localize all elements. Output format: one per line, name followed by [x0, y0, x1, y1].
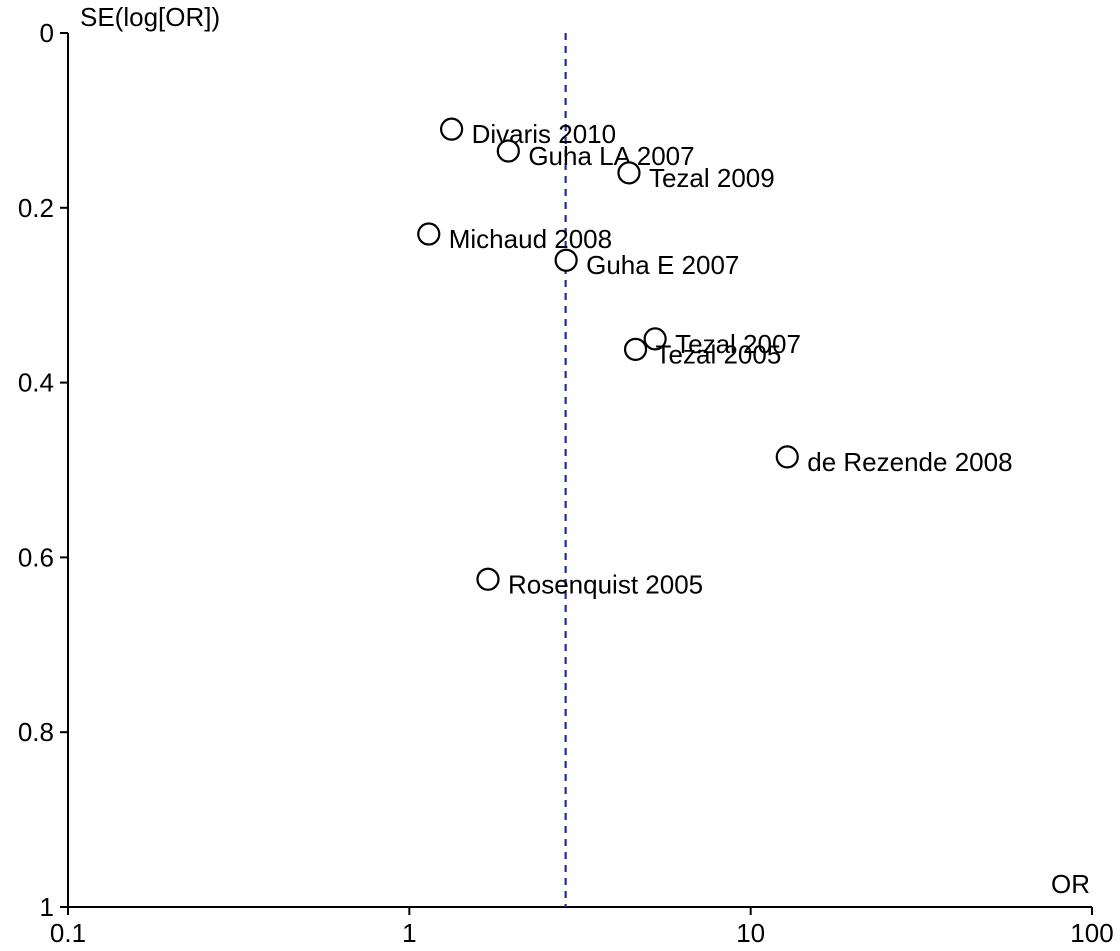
- y-tick-label: 1: [40, 892, 54, 922]
- data-point-label: Tezal 2007: [675, 329, 801, 359]
- data-point-marker: [643, 327, 667, 351]
- y-axis-label: SE(log[OR]): [80, 2, 220, 32]
- data-point-label: Guha E 2007: [586, 250, 739, 280]
- y-axis-ticks: 0 0.2 0.4 0.6 0.8 1: [18, 18, 68, 922]
- data-point-label: Divaris 2010: [472, 119, 617, 149]
- x-axis-ticks: 0.1 1 10 100: [50, 907, 1114, 948]
- data-point-marker: [496, 139, 520, 163]
- data-point-marker: [623, 337, 648, 361]
- y-tick-label: 0.4: [18, 368, 54, 398]
- data-point-label: Rosenquist 2005: [508, 569, 703, 599]
- data-point-label: Tezal 2005: [656, 339, 782, 369]
- data-point-marker: [440, 117, 464, 141]
- data-point-marker: [617, 161, 641, 185]
- data-point-marker: [554, 248, 578, 272]
- x-tick-label: 0.1: [50, 918, 86, 948]
- y-tick-label: 0.6: [18, 542, 54, 572]
- data-point-label: Guha LA 2007: [528, 141, 694, 171]
- x-axis-label: OR: [1051, 869, 1090, 899]
- y-tick-label: 0.8: [18, 717, 54, 747]
- data-point-label: Michaud 2008: [449, 224, 612, 254]
- data-point-marker: [775, 445, 799, 469]
- y-tick-label: 0: [40, 18, 54, 48]
- x-tick-label: 1: [402, 918, 416, 948]
- data-point-label: de Rezende 2008: [807, 447, 1012, 477]
- y-tick-label: 0.2: [18, 193, 54, 223]
- x-tick-label: 100: [1070, 918, 1113, 948]
- data-point-marker: [417, 222, 441, 246]
- data-point-label: Tezal 2009: [649, 163, 775, 193]
- data-point-marker: [476, 567, 500, 591]
- x-tick-label: 10: [736, 918, 765, 948]
